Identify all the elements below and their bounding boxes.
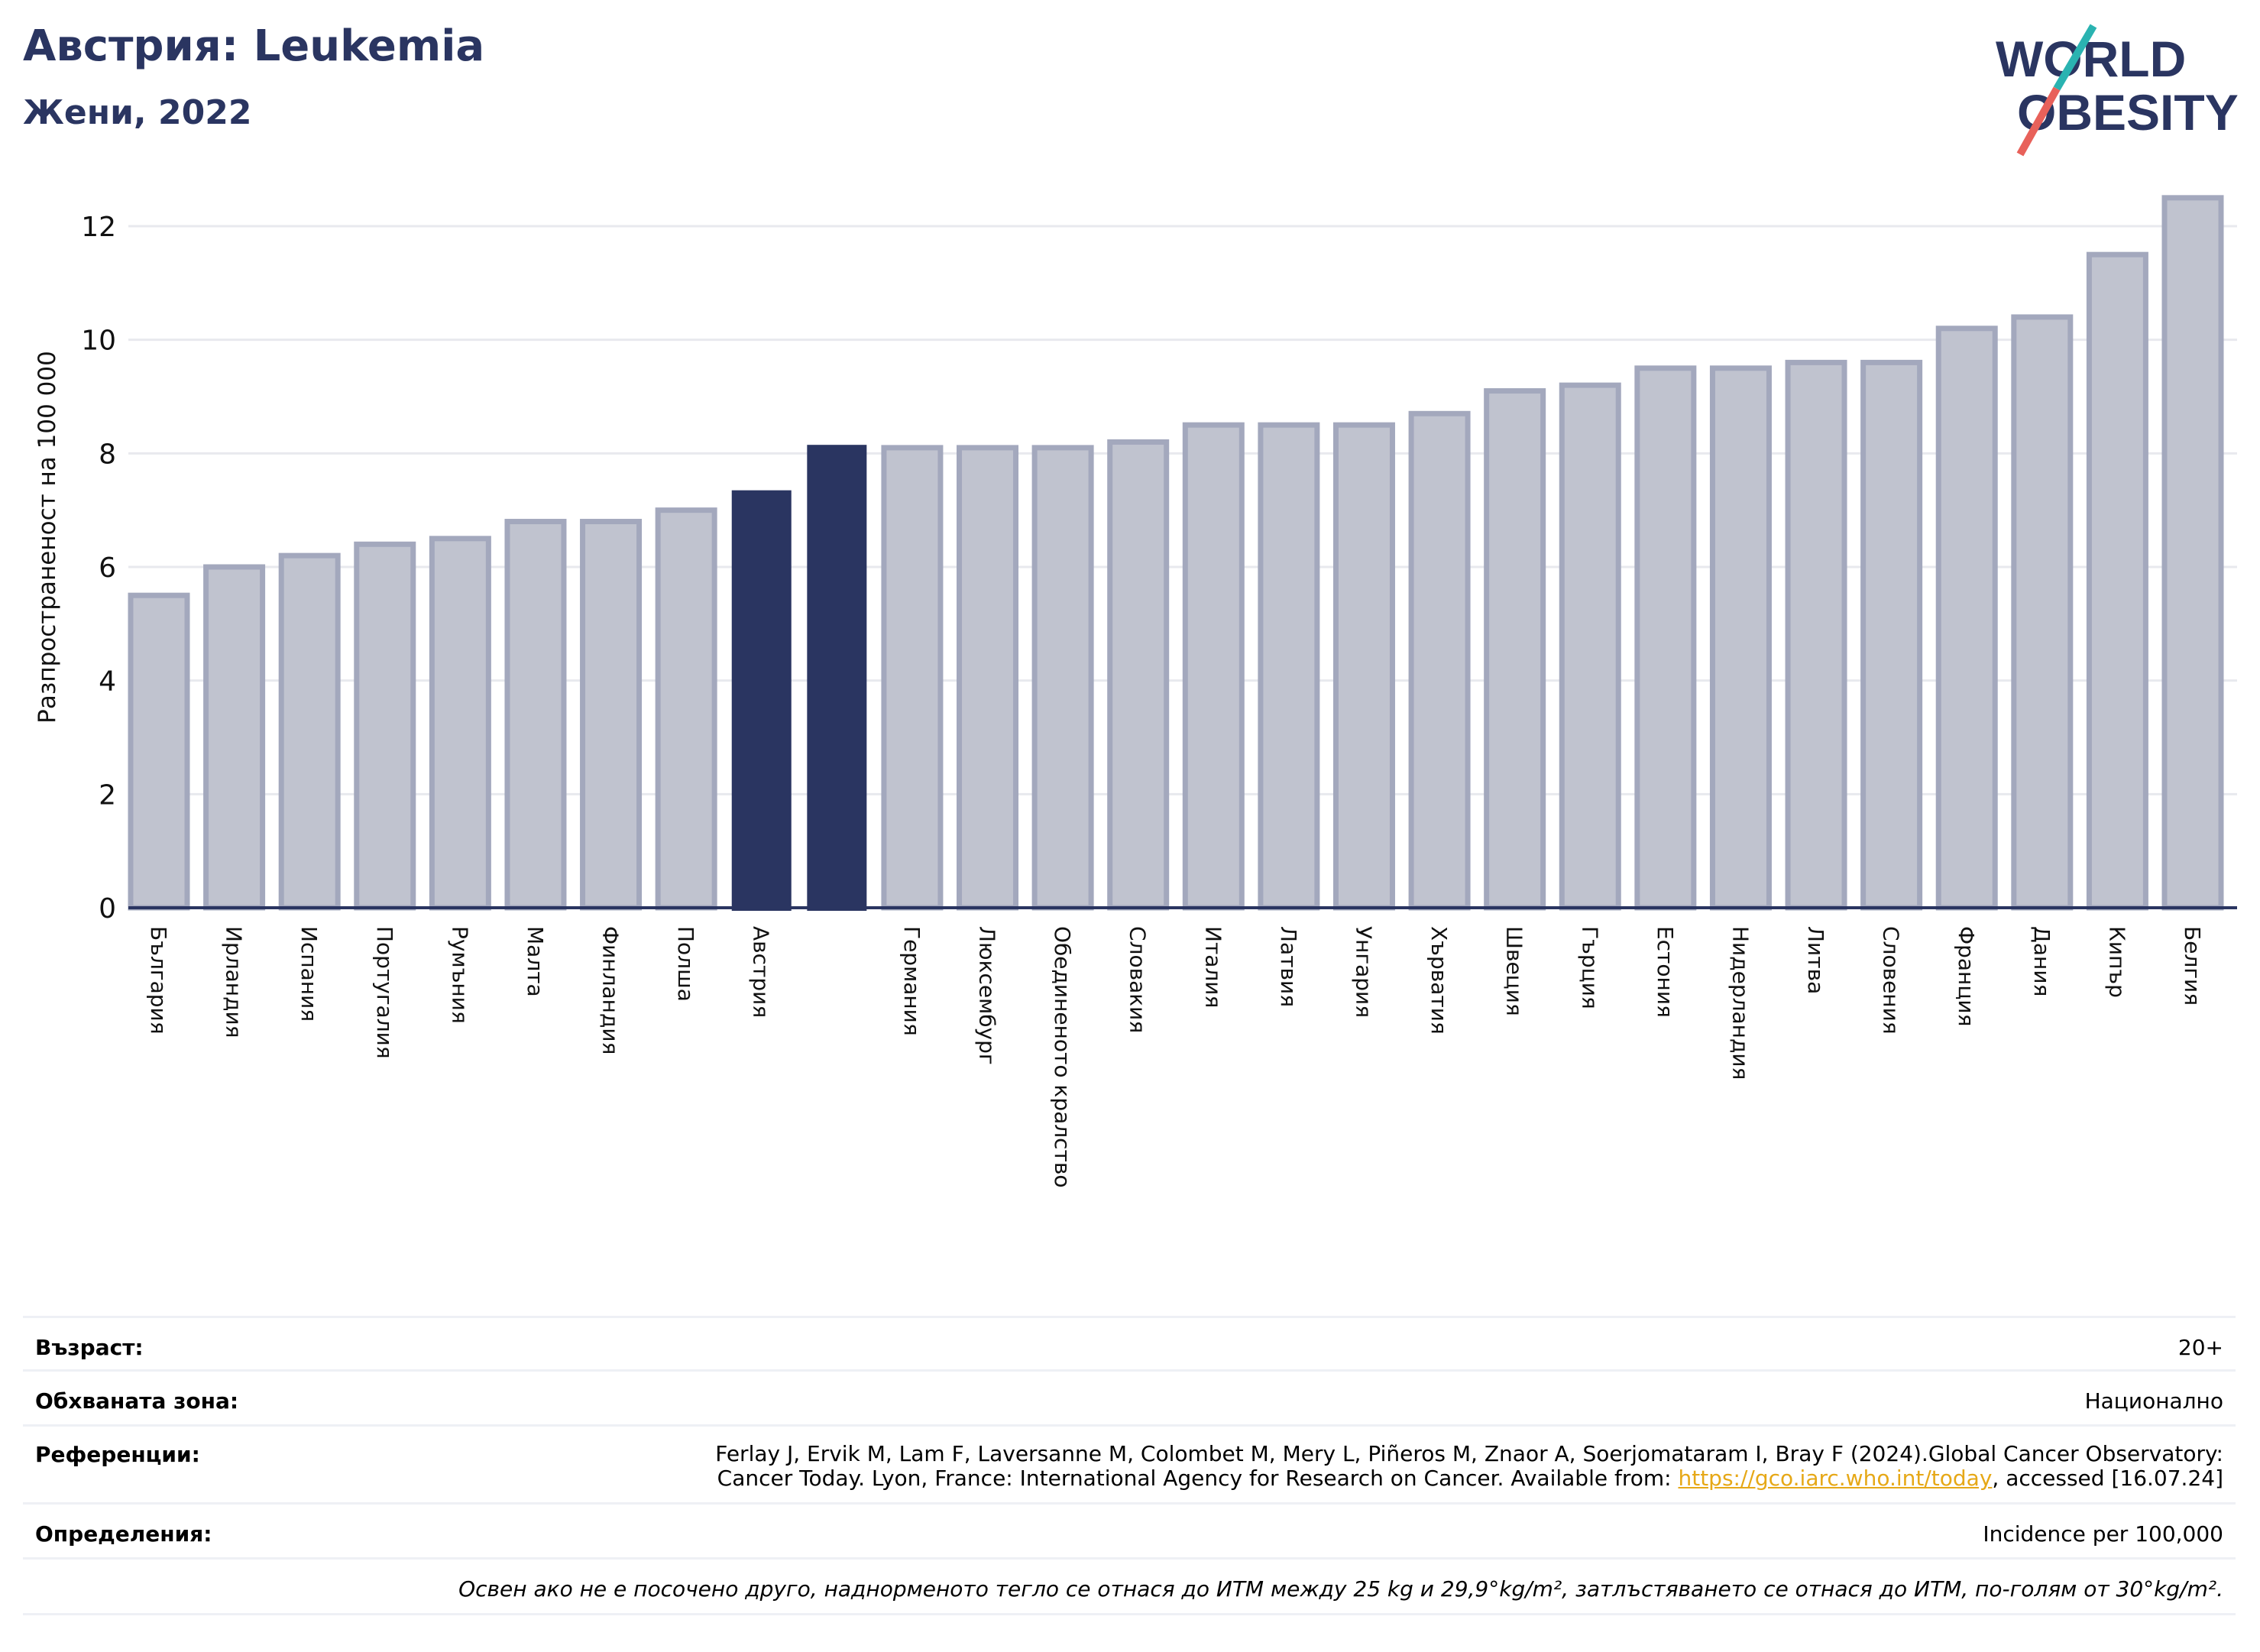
x-tick-label: Малта	[523, 926, 548, 997]
references-line2-pre: Cancer Today. Lyon, France: Internationa…	[717, 1466, 1679, 1491]
references-line1: Ferlay J, Ervik M, Lam F, Laversanne M, …	[715, 1441, 2223, 1466]
y-tick-label: 10	[81, 326, 116, 357]
x-tick-label: Нидерландия	[1727, 926, 1753, 1080]
bar	[278, 552, 341, 911]
chart-subtitle: Жени, 2022	[23, 93, 252, 132]
x-tick-label: Дания	[2029, 926, 2054, 996]
y-tick-label: 2	[99, 779, 116, 811]
references-line2-post: , accessed [16.07.24]	[1992, 1466, 2223, 1491]
bar	[655, 507, 717, 911]
bar	[128, 592, 190, 911]
x-tick-label: Словакия	[1125, 926, 1151, 1033]
x-tick-label: Словения	[1879, 926, 1904, 1035]
x-tick-label: България	[146, 926, 171, 1035]
x-tick-label: Италия	[1200, 926, 1226, 1008]
bar	[2086, 251, 2148, 911]
references-line2: Cancer Today. Lyon, France: Internationa…	[715, 1466, 2223, 1491]
bar	[2161, 195, 2224, 911]
x-tick-label: Гърция	[1577, 926, 1602, 1009]
x-tick-label: Румъния	[447, 926, 472, 1024]
references-text: Ferlay J, Ervik M, Lam F, Laversanne M, …	[715, 1442, 2223, 1491]
bar	[957, 445, 1019, 911]
bar	[1709, 365, 1772, 911]
meta-row-area: Обхваната зона: Национално	[23, 1369, 2236, 1427]
x-tick-label: Хърватия	[1426, 926, 1452, 1035]
x-tick-label: Германия	[899, 926, 924, 1036]
bar	[580, 519, 643, 911]
bar	[1634, 365, 1697, 911]
x-tick-label: Ирландия	[222, 926, 247, 1038]
meta-row-references: Референции: Ferlay J, Ervik M, Lam F, La…	[23, 1424, 2236, 1505]
y-tick-label: 4	[99, 666, 116, 698]
x-tick-label: Португалия	[372, 926, 397, 1059]
bar	[203, 564, 266, 911]
age-label: Възраст:	[35, 1335, 144, 1360]
x-tick-label: Обединеното кралство	[1050, 926, 1075, 1187]
bar	[881, 445, 944, 911]
y-tick-label: 0	[99, 893, 116, 925]
x-tick-label: Люксембург	[975, 926, 1000, 1065]
y-tick-label: 12	[81, 212, 116, 243]
bar	[807, 445, 867, 911]
chart-title: Австрия: Leukemia	[23, 21, 485, 71]
area-value: Национално	[2084, 1388, 2223, 1414]
bar	[504, 519, 567, 911]
bar	[1484, 388, 1546, 911]
x-tick-label: Франция	[1954, 926, 1979, 1026]
x-tick-label: Кипър	[2104, 926, 2129, 998]
references-link[interactable]: https://gco.iarc.who.int/today	[1678, 1466, 1993, 1491]
world-obesity-logo: WORLD OBESITY	[1996, 24, 2239, 157]
bar	[1031, 445, 1094, 911]
definitions-value: Incidence per 100,000	[1983, 1521, 2223, 1547]
x-tick-label: Австрия	[749, 926, 774, 1018]
bar	[1408, 410, 1471, 911]
x-tick-label: Литва	[1803, 926, 1828, 994]
logo-line1: WORLD	[1996, 31, 2186, 87]
x-tick-label: Испания	[296, 926, 322, 1022]
references-label: Референции:	[35, 1442, 200, 1467]
bar	[1332, 422, 1395, 911]
bar	[1860, 359, 1923, 911]
definitions-label: Определения:	[35, 1521, 212, 1547]
area-label: Обхваната зона:	[35, 1388, 239, 1414]
bar	[1258, 422, 1320, 911]
x-tick-label: Естония	[1653, 926, 1678, 1018]
x-tick-label: Латвия	[1276, 926, 1301, 1007]
bar	[354, 541, 416, 911]
bar	[429, 536, 491, 911]
y-axis-label: Разпространеност на 100 000	[34, 351, 61, 724]
x-tick-label: Финландия	[598, 926, 623, 1054]
x-tick-label: Белгия	[2180, 926, 2205, 1006]
y-tick-label: 6	[99, 552, 116, 584]
meta-row-age: Възраст: 20+	[23, 1316, 2236, 1372]
bar	[1935, 326, 1998, 911]
y-tick-label: 8	[99, 439, 116, 470]
meta-row-note: Освен ако не е посочено друго, наднормен…	[23, 1557, 2236, 1615]
x-tick-label: Унгария	[1351, 926, 1376, 1018]
bar	[1107, 439, 1170, 911]
age-value: 20+	[2177, 1335, 2223, 1360]
bar	[2011, 314, 2074, 911]
definition-note: Освен ако не е посочено друго, наднормен…	[458, 1576, 2223, 1602]
bar	[731, 490, 792, 911]
bar	[1785, 359, 1847, 911]
meta-row-definitions: Определения: Incidence per 100,000	[23, 1502, 2236, 1560]
bar	[1182, 422, 1245, 911]
x-tick-label: Полша	[673, 926, 698, 1002]
x-tick-label: Швеция	[1502, 926, 1527, 1016]
bar-chart: 0 2 4 6 8 10 12 Разпространеност на 100 000 Бълг…	[34, 195, 2237, 1187]
bar	[1559, 382, 1621, 911]
